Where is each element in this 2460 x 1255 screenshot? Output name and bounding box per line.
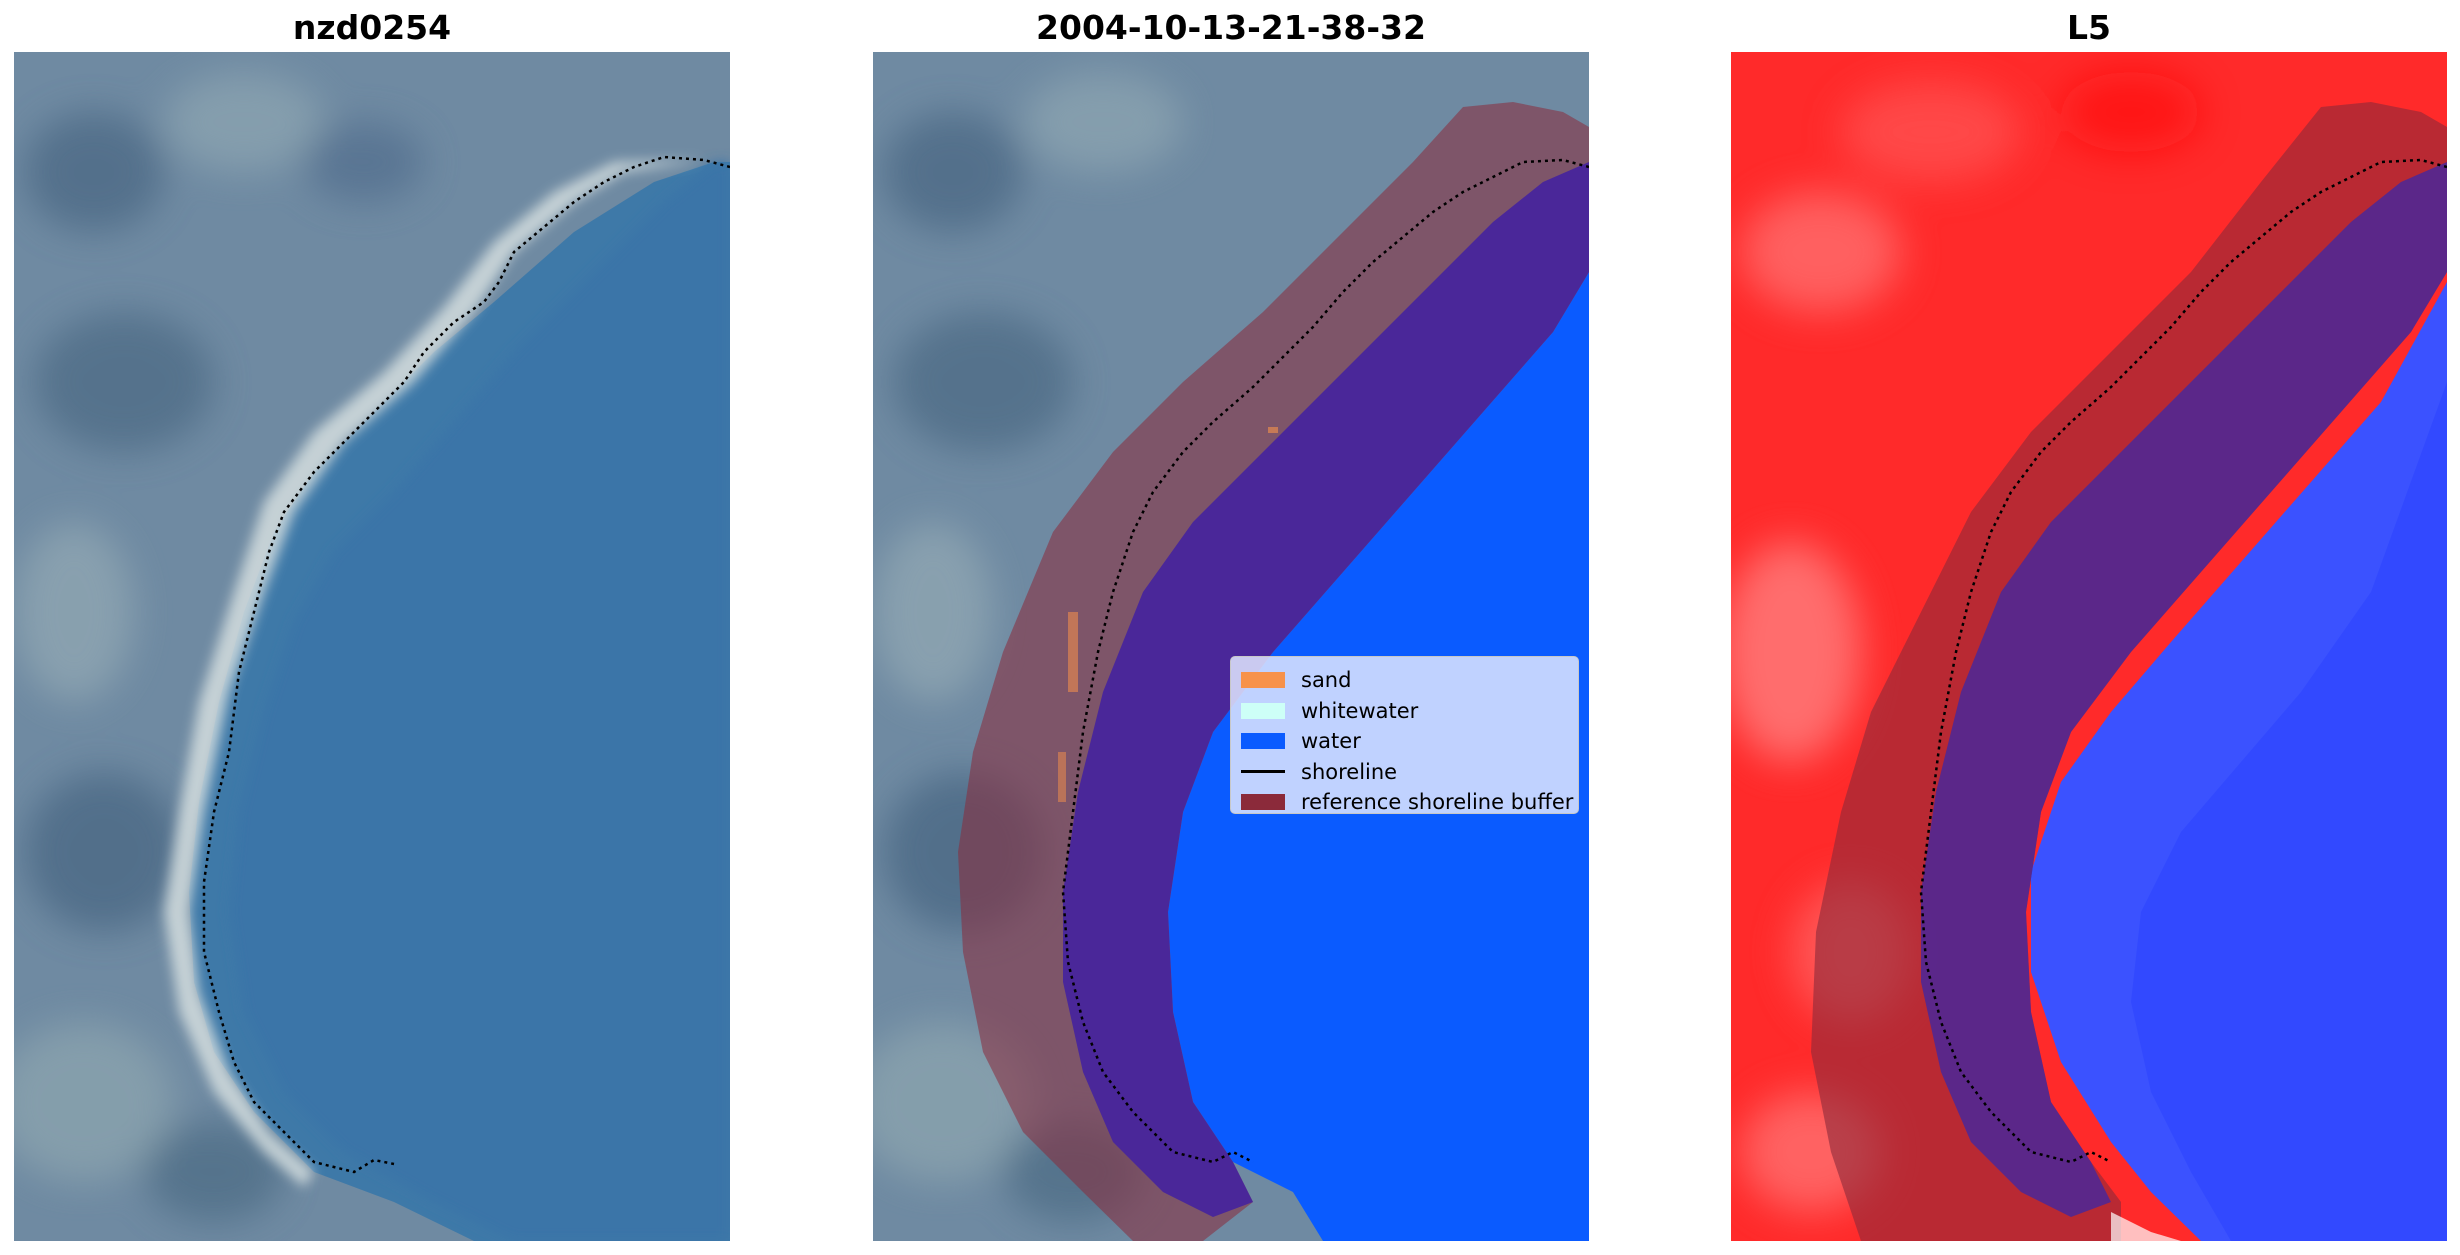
index-shoreline	[1919, 158, 2447, 1164]
shoreline	[202, 155, 730, 1174]
legend-swatch-water	[1241, 733, 1285, 750]
legend-label-shoreline: shoreline	[1301, 759, 1398, 784]
legend-item-water: water	[1241, 726, 1568, 757]
classified-shoreline	[1061, 158, 1589, 1164]
legend-swatch-shoreline	[1241, 770, 1285, 774]
legend-item-whitewater: whitewater	[1241, 696, 1568, 727]
legend-swatch-reference-shoreline-buffer	[1241, 794, 1285, 811]
classified-image	[873, 52, 1589, 1241]
legend-label-water: water	[1301, 729, 1361, 754]
rgb-image	[14, 52, 730, 1241]
index-image	[1731, 52, 2447, 1241]
panel-title-rgb: nzd0254	[292, 8, 452, 47]
rgb-image-panel	[14, 52, 730, 1241]
beach-strip	[164, 160, 704, 1187]
legend-item-reference-shoreline-buffer: reference shoreline buffer	[1241, 787, 1573, 818]
legend: sand whitewater water shoreline referenc…	[1230, 656, 1579, 814]
classified-image-panel	[873, 52, 1589, 1241]
legend-label-sand: sand	[1301, 668, 1352, 693]
legend-swatch-sand	[1241, 672, 1285, 689]
legend-swatch-whitewater	[1241, 702, 1285, 719]
legend-label-reference-shoreline-buffer: reference shoreline buffer	[1301, 790, 1574, 815]
index-image-panel	[1731, 52, 2447, 1241]
panel-title-index: L5	[2067, 8, 2111, 47]
legend-label-whitewater: whitewater	[1301, 698, 1419, 723]
legend-item-shoreline: shoreline	[1241, 757, 1568, 788]
panel-title-classified: 2004-10-13-21-38-32	[1036, 8, 1426, 47]
legend-item-sand: sand	[1241, 665, 1568, 696]
